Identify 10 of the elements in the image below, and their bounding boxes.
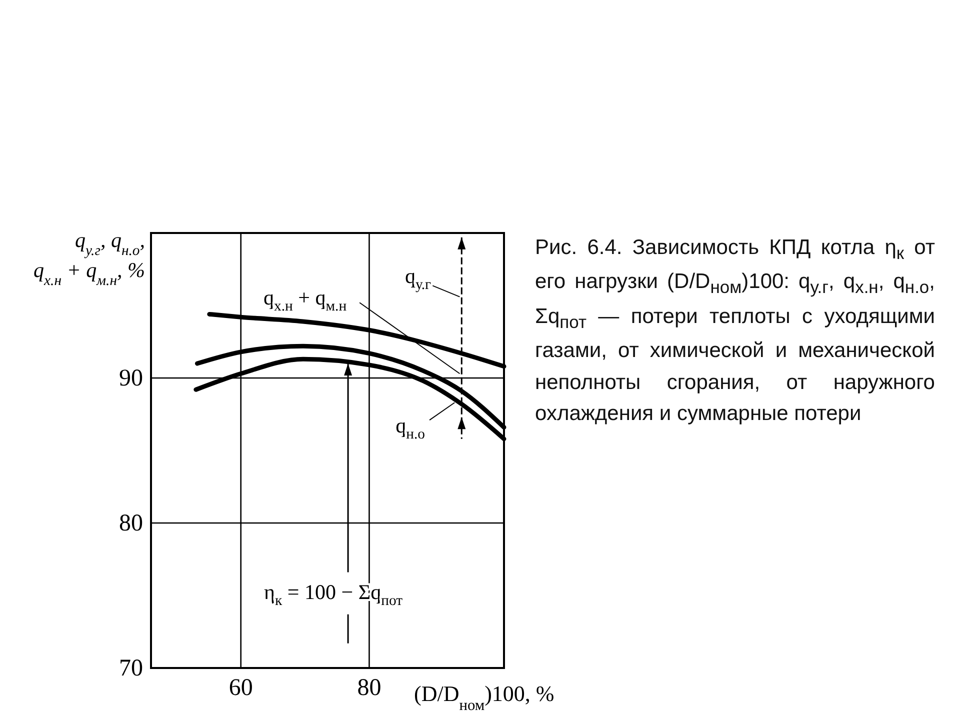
y-tick-label: 70 (119, 656, 143, 682)
x-axis-title: (D/D$_{ном}$)100, % (414, 681, 554, 714)
text: Рис. 6.4. Зависимость КПД котла η$_{к}$ от его нагрузки (D/D$_{ном}$)100: q$_{у.г}$, q$_{х.н}$, q$_{н.о}$, Σq$_{пот}$ — потери теплоты с уходящими газами, от химической и механической неполноты сгорания, от наружного охлаждения и суммарные потери (535, 236, 936, 426)
x-tick-label: 60 (228, 675, 253, 702)
text: q$_{у.г}$, q$_{н.о}$, q$_{х.н}$ + q$_{м.н}$, % (34, 228, 145, 289)
y-tick-label: 80 (119, 510, 143, 537)
y-tick-label: 90 (119, 366, 143, 392)
annotation: q$_{у.г}$ (404, 264, 432, 294)
annotation: q$_{х.н}$ + q$_{м.н}$ (264, 286, 347, 316)
annotation: q$_{н.о}$ (396, 413, 425, 443)
